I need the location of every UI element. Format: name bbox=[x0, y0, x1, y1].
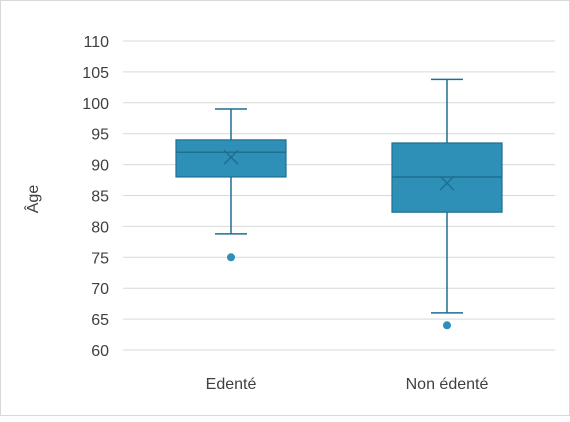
x-category-label: Non édenté bbox=[406, 376, 489, 393]
mean-marker bbox=[439, 175, 455, 191]
y-tick-label: 95 bbox=[91, 127, 109, 144]
outlier-point bbox=[227, 253, 235, 262]
y-axis-label: Âge bbox=[23, 185, 42, 214]
y-tick-label: 105 bbox=[82, 65, 109, 82]
y-tick-label: 100 bbox=[82, 96, 109, 113]
iqr-box bbox=[175, 139, 287, 178]
x-category-labels: Edenté Non édenté bbox=[206, 376, 489, 393]
mean-marker bbox=[223, 149, 239, 165]
box-series bbox=[175, 78, 503, 330]
y-tick-label: 110 bbox=[83, 34, 109, 51]
y-tick-label: 90 bbox=[91, 158, 109, 175]
y-tick-label: 80 bbox=[91, 219, 109, 236]
box-edente bbox=[175, 108, 287, 262]
y-tick-label: 70 bbox=[91, 281, 109, 298]
y-tick-label: 75 bbox=[91, 250, 109, 267]
y-tick-label: 60 bbox=[91, 343, 109, 360]
x-category-label: Edenté bbox=[206, 376, 257, 393]
y-tick-label: 65 bbox=[91, 312, 109, 329]
box-non-edente bbox=[391, 78, 503, 330]
outlier-point bbox=[443, 321, 451, 330]
y-tick-labels: 60 65 70 75 80 85 90 95 100 105 110 bbox=[82, 34, 109, 360]
y-tick-label: 85 bbox=[91, 189, 109, 206]
